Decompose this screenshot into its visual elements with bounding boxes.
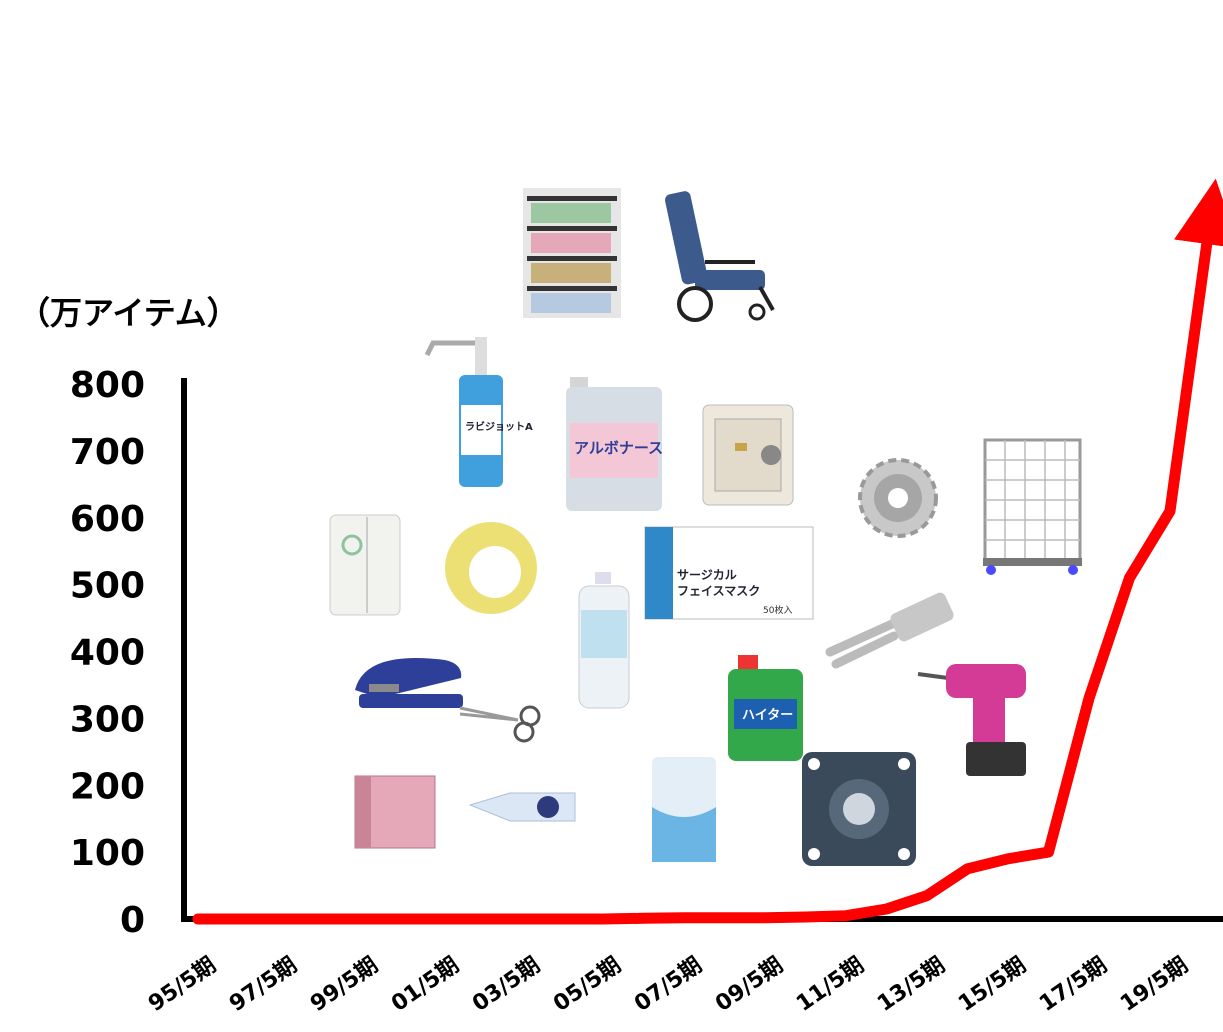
data-point — [724, 917, 725, 919]
data-point — [845, 915, 847, 917]
water-bottle-icon — [578, 572, 630, 709]
roll-cage-cart-icon — [983, 438, 1082, 575]
crimp-terminal-icon — [825, 592, 954, 669]
y-tick-label: 300 — [70, 699, 145, 740]
stapler-icon — [355, 658, 463, 708]
y-tick-label: 700 — [70, 432, 145, 473]
x-tick-label: 05/5期 — [549, 953, 626, 1017]
mask-box-icon: サージカル フェイスマスク 50枚入 — [644, 526, 814, 620]
x-tick-label: 97/5期 — [225, 953, 302, 1017]
data-point — [764, 917, 766, 919]
svg-text:ハイター: ハイター — [742, 708, 793, 723]
data-point — [602, 918, 604, 920]
data-point — [319, 918, 320, 920]
shelving-icon — [523, 188, 621, 318]
y-tick-label: 600 — [70, 499, 145, 540]
data-point — [1210, 216, 1211, 218]
svg-text:サージカル: サージカル — [677, 568, 737, 582]
data-point — [643, 917, 644, 919]
x-tick-label: 09/5期 — [711, 953, 788, 1017]
y-tick-label: 800 — [70, 365, 145, 406]
data-point — [805, 916, 806, 918]
y-tick-label: 100 — [70, 833, 145, 874]
reclining-wheelchair-icon — [665, 191, 775, 322]
correction-tape-icon — [468, 792, 576, 822]
svg-text:アルボナース: アルボナース — [574, 439, 663, 457]
y-tick-label: 500 — [70, 566, 145, 607]
y-axis-unit-label: （万アイテム） — [18, 294, 239, 332]
series-line — [192, 178, 1223, 925]
safe-icon — [702, 404, 794, 506]
x-tick-label: 99/5期 — [306, 953, 383, 1017]
product-illustrations: ラビジョットA アルボナース — [329, 188, 1082, 866]
data-point — [1169, 510, 1171, 512]
data-point — [1007, 858, 1009, 860]
svg-text:50枚入: 50枚入 — [763, 604, 792, 616]
x-tick-label: 11/5期 — [792, 953, 869, 1017]
y-tick-label: 200 — [70, 766, 145, 807]
svg-text:フェイスマスク: フェイスマスク — [677, 584, 760, 598]
alcohol-jug-icon: アルボナース — [566, 377, 663, 511]
data-point — [521, 918, 523, 920]
y-tick-label: 0 — [120, 900, 145, 941]
data-point — [197, 918, 199, 920]
x-tick-label: 07/5期 — [630, 953, 707, 1017]
data-point — [1088, 697, 1090, 699]
hand-sanitizer-pump-icon: ラビジョットA — [424, 337, 533, 487]
x-tick-label: 17/5期 — [1035, 953, 1112, 1017]
x-tick-label: 19/5期 — [1116, 953, 1193, 1017]
series-layer — [192, 178, 1223, 925]
toilet-paper-icon — [329, 514, 401, 616]
x-tick-labels: 95/5期 97/5期 99/5期 01/5期 03/5期 05/5期 07/5期 09/5期… — [144, 953, 1193, 1017]
data-point — [886, 908, 887, 910]
x-tick-label: 03/5期 — [468, 953, 545, 1017]
bleach-bottle-icon: ハイター — [728, 655, 803, 761]
data-point — [967, 868, 968, 870]
svg-text:ラビジョットA: ラビジョットA — [465, 420, 533, 433]
packing-tape-icon — [445, 522, 537, 614]
data-point — [400, 918, 401, 920]
scissors-icon — [459, 705, 541, 743]
x-tick-label: 13/5期 — [873, 953, 950, 1017]
data-point — [1048, 851, 1049, 853]
y-tick-label: 400 — [70, 633, 145, 674]
data-point — [278, 918, 280, 920]
data-point — [926, 895, 928, 897]
data-point — [1129, 577, 1130, 579]
data-point — [683, 917, 685, 919]
data-point — [440, 918, 442, 920]
impact-driver-icon — [917, 664, 1026, 776]
x-tick-label: 15/5期 — [954, 953, 1031, 1017]
data-point — [562, 918, 563, 920]
bearing-unit-icon — [802, 752, 916, 866]
tissue-icon — [652, 757, 716, 862]
x-tick-label: 95/5期 — [144, 953, 221, 1017]
y-tick-labels: 0 100 200 300 400 500 600 700 800 — [70, 365, 145, 941]
data-point — [238, 918, 239, 920]
data-point — [481, 918, 482, 920]
data-point — [359, 918, 361, 920]
sprocket-icon — [858, 458, 938, 538]
binder-icon — [354, 775, 436, 849]
x-tick-label: 01/5期 — [387, 953, 464, 1017]
